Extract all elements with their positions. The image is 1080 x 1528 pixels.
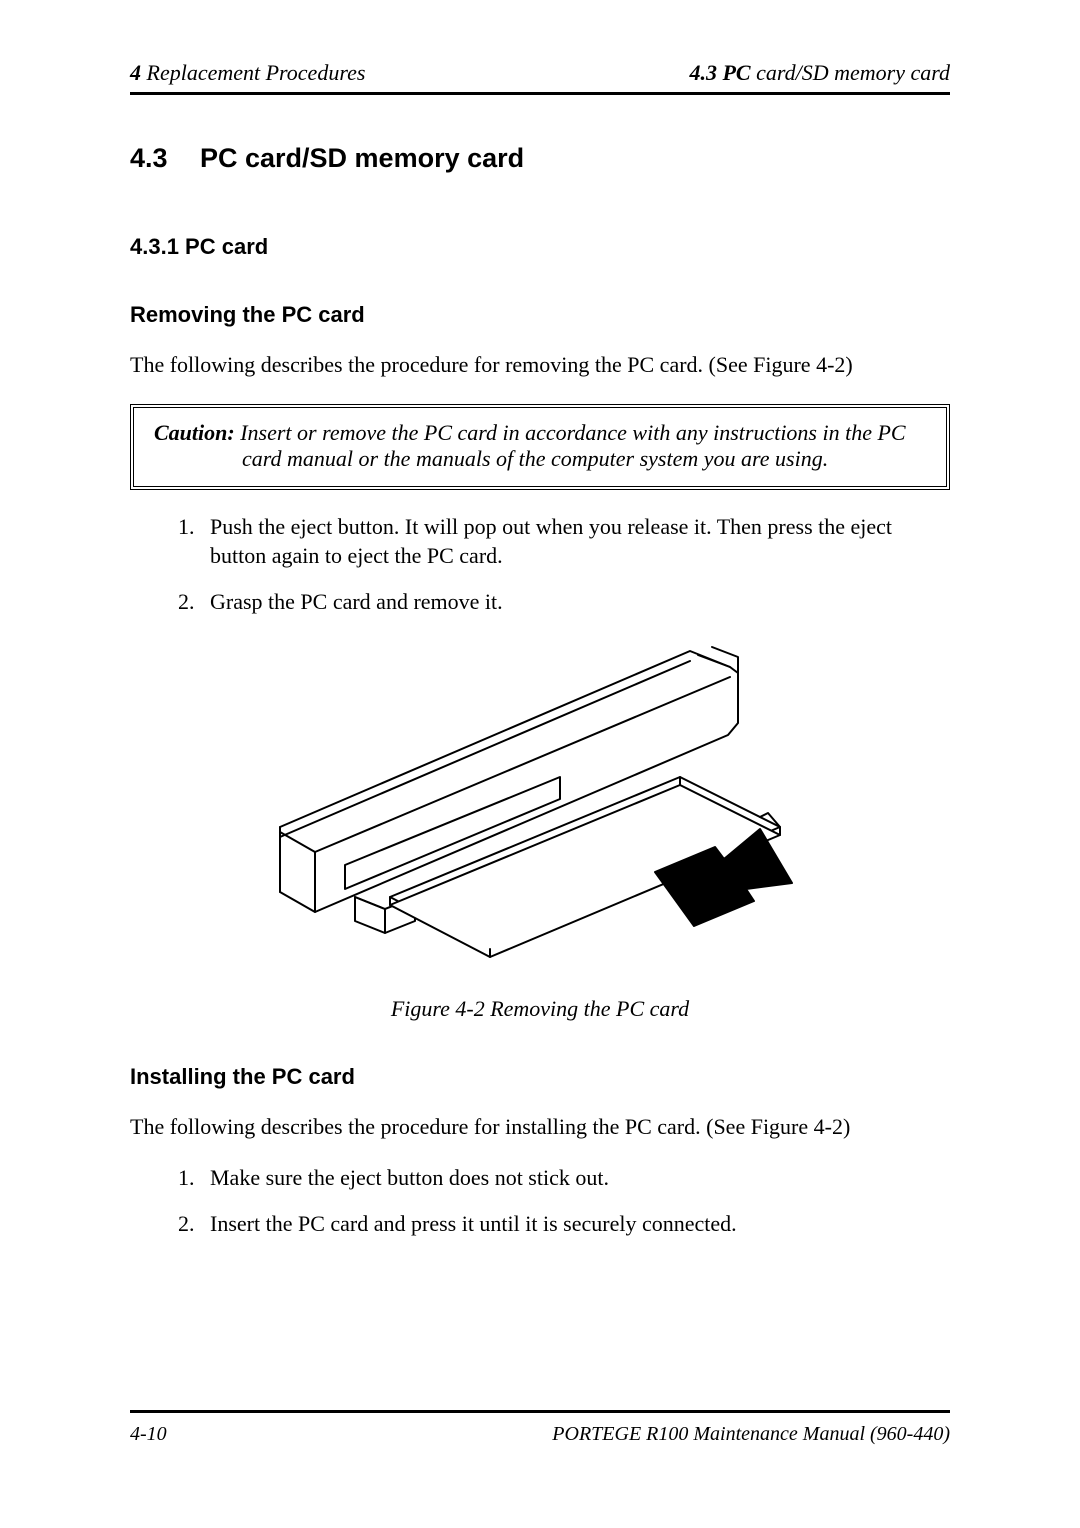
section-title: 4.3PC card/SD memory card bbox=[130, 143, 950, 174]
caution-box: Caution: Insert or remove the PC card in… bbox=[130, 404, 950, 490]
list-item: Insert the PC card and press it until it… bbox=[200, 1209, 950, 1239]
list-item: Make sure the eject button does not stic… bbox=[200, 1163, 950, 1193]
figure-illustration bbox=[260, 637, 820, 977]
footer-rule bbox=[130, 1410, 950, 1413]
header-section-number: 4.3 bbox=[689, 60, 717, 85]
footer-manual-title: PORTEGE R100 Maintenance Manual (960-440… bbox=[552, 1423, 950, 1446]
header-right: 4.3 PC card/SD memory card bbox=[689, 60, 950, 86]
list-item: Push the eject button. It will pop out w… bbox=[200, 512, 950, 571]
page-content: 4 Replacement Procedures 4.3 PC card/SD … bbox=[130, 60, 950, 1255]
caution-text-line2: card manual or the manuals of the comput… bbox=[154, 446, 926, 472]
list-item: Grasp the PC card and remove it. bbox=[200, 587, 950, 617]
installing-steps: Make sure the eject button does not stic… bbox=[200, 1163, 950, 1238]
footer-page-number: 4-10 bbox=[130, 1423, 167, 1446]
figure-caption: Figure 4-2 Removing the PC card bbox=[130, 996, 950, 1022]
page-footer: 4-10 PORTEGE R100 Maintenance Manual (96… bbox=[130, 1410, 950, 1446]
caution-text-line1: Insert or remove the PC card in accordan… bbox=[235, 420, 906, 445]
installing-heading: Installing the PC card bbox=[130, 1064, 950, 1090]
removing-intro: The following describes the procedure fo… bbox=[130, 350, 950, 380]
header-chapter-title: Replacement Procedures bbox=[141, 60, 365, 85]
footer-row: 4-10 PORTEGE R100 Maintenance Manual (96… bbox=[130, 1423, 950, 1446]
installing-intro: The following describes the procedure fo… bbox=[130, 1112, 950, 1142]
header-section-rest: card/SD memory card bbox=[751, 60, 950, 85]
section-title-text: PC card/SD memory card bbox=[200, 143, 524, 173]
header-chapter-number: 4 bbox=[130, 60, 141, 85]
removing-heading: Removing the PC card bbox=[130, 302, 950, 328]
header-section-prefix: PC bbox=[717, 60, 751, 85]
section-number: 4.3 bbox=[130, 143, 200, 174]
running-header: 4 Replacement Procedures 4.3 PC card/SD … bbox=[130, 60, 950, 95]
header-left: 4 Replacement Procedures bbox=[130, 60, 365, 86]
removing-steps: Push the eject button. It will pop out w… bbox=[200, 512, 950, 617]
subsection-title: 4.3.1 PC card bbox=[130, 234, 950, 260]
caution-label: Caution: bbox=[154, 420, 235, 445]
figure-wrap: Figure 4-2 Removing the PC card bbox=[130, 637, 950, 1022]
